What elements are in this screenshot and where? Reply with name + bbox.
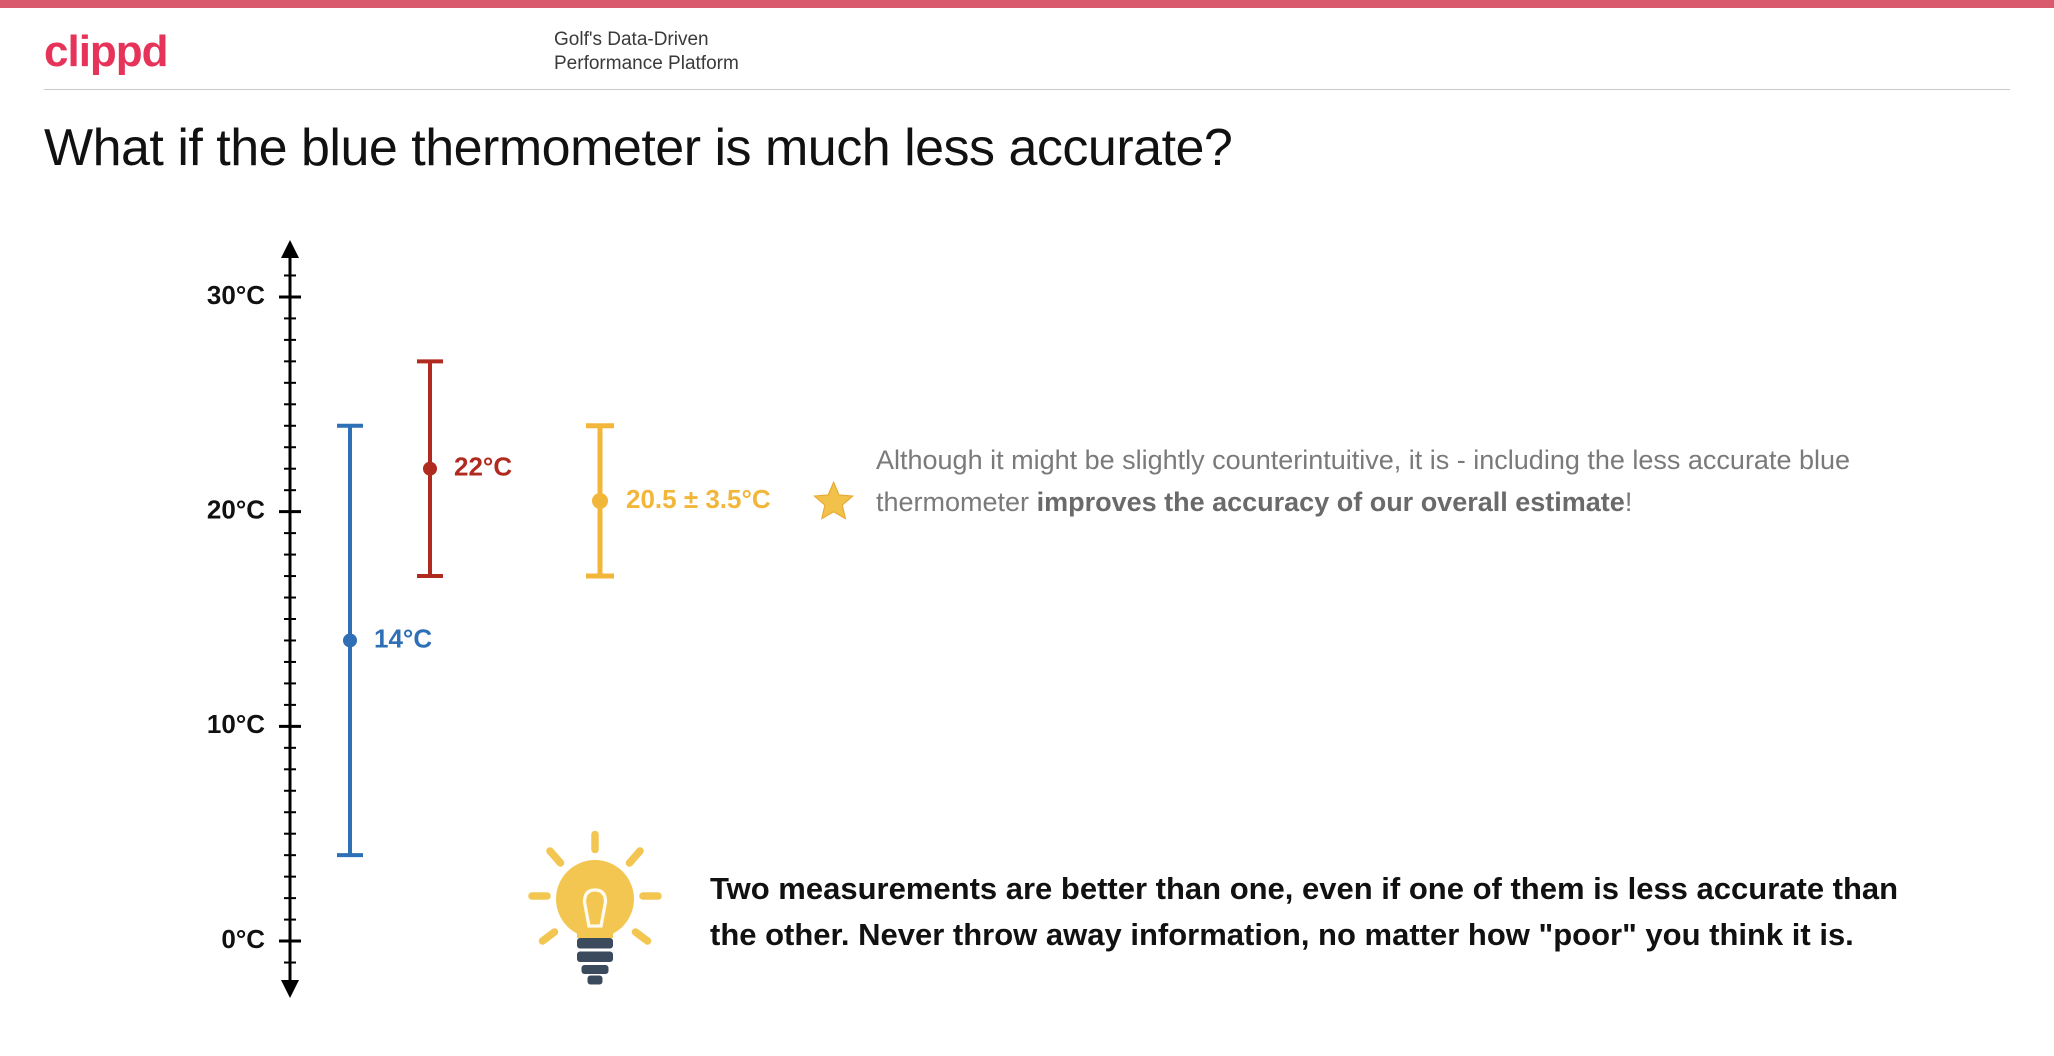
header: clippd Golf's Data-Driven Performance Pl… bbox=[44, 20, 2010, 90]
svg-text:20°C: 20°C bbox=[207, 495, 265, 525]
tagline-line-1: Golf's Data-Driven bbox=[554, 28, 2010, 53]
svg-text:0°C: 0°C bbox=[221, 924, 265, 954]
slide: clippd Golf's Data-Driven Performance Pl… bbox=[0, 0, 2054, 1056]
explain-text-post: ! bbox=[1625, 487, 1633, 517]
svg-text:30°C: 30°C bbox=[207, 280, 265, 310]
tagline-line-2: Performance Platform bbox=[554, 52, 2010, 77]
svg-text:22°C: 22°C bbox=[454, 452, 512, 482]
brand-logo: clippd bbox=[44, 27, 168, 76]
svg-text:14°C: 14°C bbox=[374, 623, 432, 653]
explain-text-bold: improves the accuracy of our overall est… bbox=[1037, 487, 1625, 517]
lightbulb-icon bbox=[520, 830, 670, 994]
svg-text:10°C: 10°C bbox=[207, 709, 265, 739]
insight-text: Two measurements are better than one, ev… bbox=[710, 866, 1950, 959]
svg-text:20.5 ± 3.5°C: 20.5 ± 3.5°C bbox=[626, 484, 771, 514]
header-left: clippd bbox=[44, 27, 524, 90]
insight-row: Two measurements are better than one, ev… bbox=[520, 830, 1950, 994]
header-right: Golf's Data-Driven Performance Platform bbox=[524, 28, 2010, 90]
explanation-paragraph: Although it might be slightly counterint… bbox=[876, 440, 1956, 524]
page-title: What if the blue thermometer is much les… bbox=[44, 118, 1232, 178]
top-accent-bar bbox=[0, 0, 2054, 8]
